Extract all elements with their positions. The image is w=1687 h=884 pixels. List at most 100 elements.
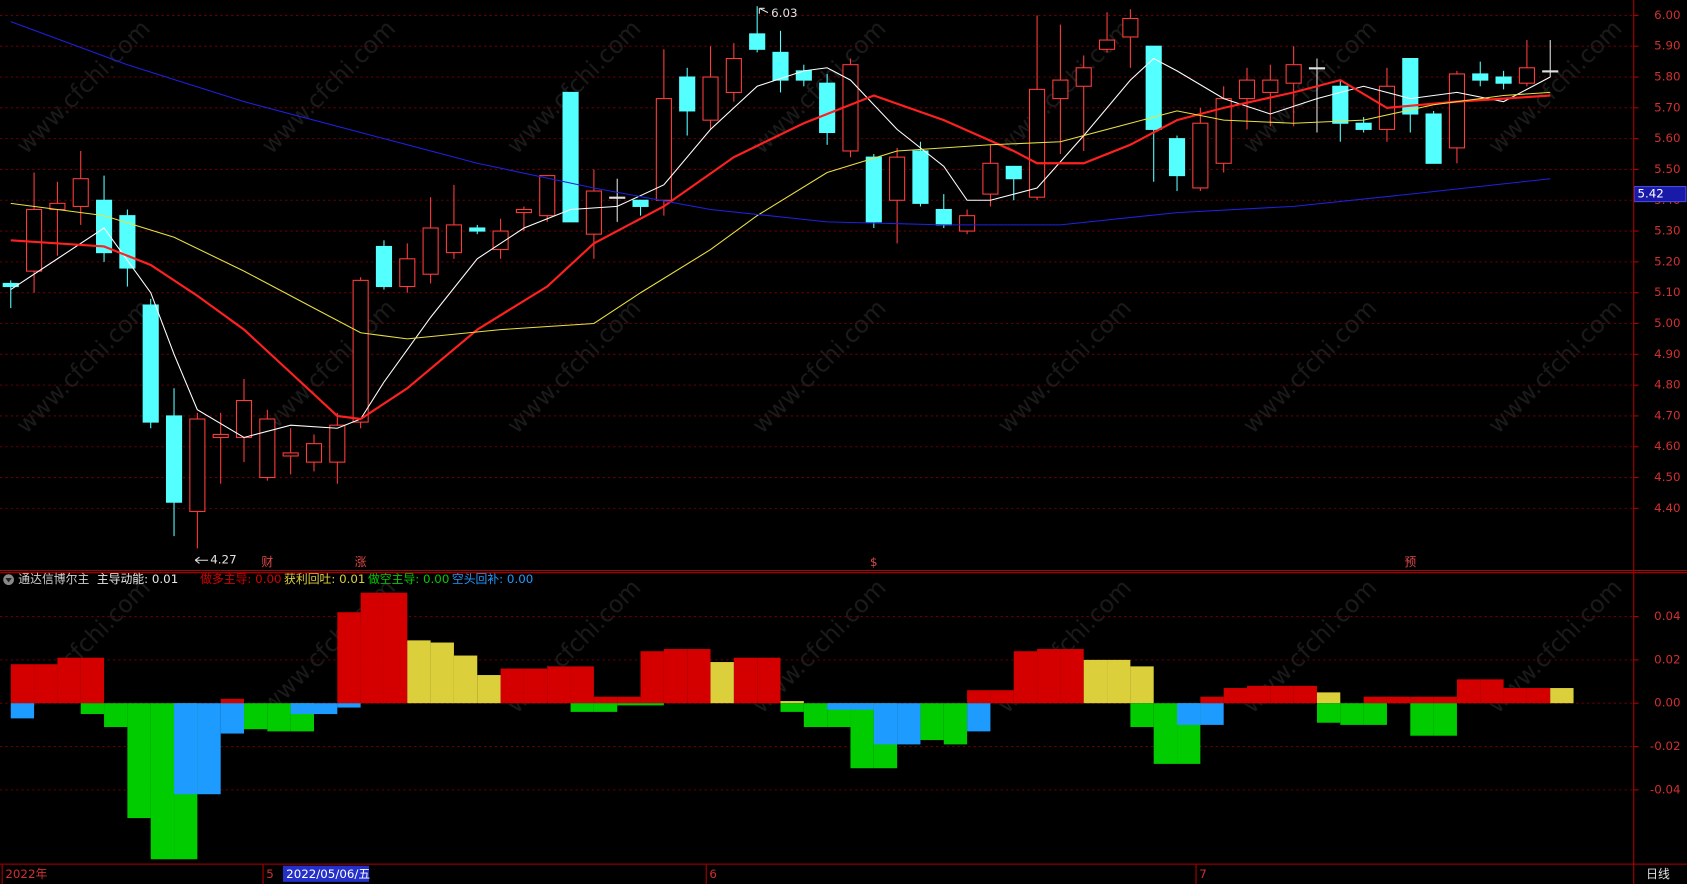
histogram-bar	[733, 657, 758, 704]
candle-body	[1425, 113, 1442, 164]
indicator-title: 通达信博尔主	[18, 572, 89, 586]
histogram-bar	[803, 703, 828, 728]
histogram-bar	[1316, 692, 1341, 704]
histogram-bar	[1270, 685, 1294, 704]
histogram-bar	[593, 703, 618, 712]
candle-body	[515, 208, 532, 214]
candle-body	[1285, 64, 1302, 84]
histogram-bar	[850, 703, 874, 710]
histogram-bar	[1060, 649, 1084, 704]
histogram-bar	[430, 642, 454, 704]
y-tick-label: 5.50	[1654, 162, 1680, 176]
candle-body	[1075, 67, 1092, 87]
y-tick-label: 5.00	[1654, 316, 1680, 330]
candle-body	[1145, 45, 1162, 130]
histogram-bar	[267, 703, 291, 732]
candle-body	[1238, 79, 1256, 100]
candle-body	[259, 418, 276, 479]
histogram-bar	[1410, 703, 1434, 736]
candle-body	[1192, 122, 1209, 189]
candle-body	[679, 76, 696, 112]
candle-body	[1262, 79, 1279, 93]
histogram-bar	[1316, 703, 1341, 723]
histogram-bar	[1363, 703, 1387, 725]
time-label: 2022年	[5, 867, 47, 881]
histogram-bar	[10, 664, 35, 704]
histogram-bar	[1200, 696, 1224, 704]
histogram-bar	[34, 664, 58, 704]
histogram-bar	[220, 703, 245, 734]
candle-body	[1122, 17, 1139, 38]
candle-body	[632, 199, 649, 207]
last-price-label: 5.42	[1638, 187, 1664, 201]
candle-body	[959, 215, 976, 232]
candle-body	[375, 245, 393, 288]
y-tick-label: -0.04	[1650, 782, 1681, 796]
histogram-bar	[990, 690, 1014, 704]
candle-body	[889, 156, 906, 201]
histogram-bar	[477, 675, 501, 704]
histogram-bar	[523, 668, 548, 704]
candle-body	[1168, 138, 1186, 177]
histogram-bar	[1293, 685, 1317, 704]
y-tick-label: 4.90	[1654, 347, 1680, 361]
candle-body	[772, 51, 789, 81]
legend-entry: 获利回吐: 0.01	[284, 572, 365, 586]
candle-body	[142, 304, 159, 423]
legend-entry: 做多主导: 0.00	[200, 572, 281, 586]
histogram-bar	[453, 655, 478, 704]
candle-body	[72, 178, 89, 207]
histogram-bar	[1177, 703, 1201, 725]
y-tick-label: 5.10	[1654, 285, 1680, 299]
histogram-bar	[1503, 688, 1527, 704]
candle-body	[445, 224, 463, 254]
candle-body	[655, 98, 672, 201]
histogram-bar	[1247, 685, 1271, 704]
histogram-bar	[1200, 703, 1224, 725]
candle-body	[26, 208, 43, 272]
candle-body	[1098, 39, 1116, 50]
histogram-bar	[1433, 703, 1457, 736]
candle-body	[95, 199, 113, 254]
histogram-bar	[244, 703, 268, 730]
histogram-bar	[1480, 679, 1504, 704]
event-marker: 财	[261, 555, 273, 569]
histogram-bar	[80, 657, 105, 704]
candle-body	[329, 424, 346, 463]
candle-body	[235, 399, 253, 439]
histogram-bar	[1433, 696, 1457, 704]
low-arrow	[194, 556, 209, 564]
histogram-bar	[710, 662, 734, 704]
histogram-bar	[337, 612, 361, 704]
histogram-bar	[780, 703, 804, 712]
y-tick-label: 5.20	[1654, 254, 1680, 268]
event-marker: 涨	[355, 555, 367, 569]
histogram-bar	[1456, 679, 1481, 704]
y-tick-label: 0.04	[1654, 609, 1680, 623]
candle-body	[1448, 73, 1466, 149]
histogram-bar	[897, 703, 921, 745]
candle-body	[212, 433, 229, 439]
histogram-bar	[360, 592, 384, 704]
histogram-bar	[1083, 659, 1108, 704]
menu-icon-arrow	[5, 578, 12, 583]
histogram-bar	[570, 703, 594, 712]
y-tick-label: 0.00	[1654, 696, 1680, 710]
histogram-bar	[1107, 659, 1131, 704]
legend-entry: 做空主导: 0.00	[368, 572, 449, 586]
histogram-bar	[313, 703, 338, 715]
high-arrow	[758, 7, 769, 14]
time-label: 5	[266, 867, 274, 881]
candle-body	[469, 227, 486, 232]
histogram-bar	[920, 703, 944, 741]
period-label[interactable]: 日线	[1646, 867, 1670, 881]
histogram-bar	[640, 703, 664, 706]
histogram-bar	[827, 703, 851, 710]
histogram-bar	[1410, 696, 1434, 704]
moving-average	[10, 21, 1551, 226]
candle-body	[819, 82, 836, 134]
y-tick-label: 4.80	[1654, 378, 1680, 392]
histogram-bar	[197, 703, 221, 795]
histogram-bar	[640, 651, 664, 704]
